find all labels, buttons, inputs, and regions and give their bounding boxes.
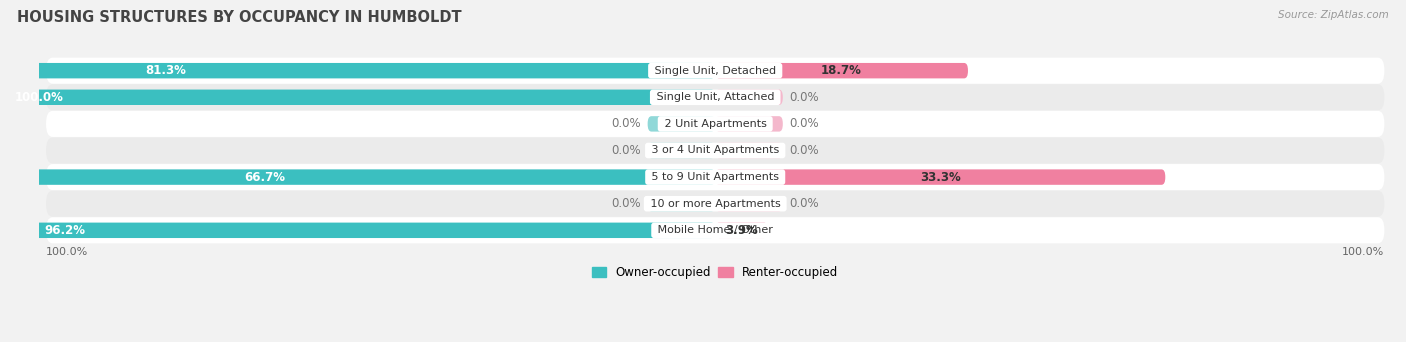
Text: 100.0%: 100.0%	[1341, 247, 1385, 257]
Text: 18.7%: 18.7%	[821, 64, 862, 77]
Text: HOUSING STRUCTURES BY OCCUPANCY IN HUMBOLDT: HOUSING STRUCTURES BY OCCUPANCY IN HUMBO…	[17, 10, 461, 25]
Text: 0.0%: 0.0%	[612, 117, 641, 130]
Text: 10 or more Apartments: 10 or more Apartments	[647, 199, 783, 209]
FancyBboxPatch shape	[716, 143, 783, 158]
FancyBboxPatch shape	[0, 90, 716, 105]
FancyBboxPatch shape	[46, 58, 1385, 84]
FancyBboxPatch shape	[648, 196, 716, 211]
FancyBboxPatch shape	[46, 217, 1385, 244]
Text: 0.0%: 0.0%	[790, 91, 820, 104]
Text: 0.0%: 0.0%	[790, 144, 820, 157]
FancyBboxPatch shape	[716, 116, 783, 132]
Text: Mobile Home / Other: Mobile Home / Other	[654, 225, 776, 235]
FancyBboxPatch shape	[46, 84, 1385, 110]
Legend: Owner-occupied, Renter-occupied: Owner-occupied, Renter-occupied	[588, 261, 844, 284]
FancyBboxPatch shape	[46, 137, 1385, 163]
Text: Single Unit, Attached: Single Unit, Attached	[652, 92, 778, 102]
Text: 0.0%: 0.0%	[790, 197, 820, 210]
Text: 0.0%: 0.0%	[612, 197, 641, 210]
Text: Single Unit, Detached: Single Unit, Detached	[651, 66, 779, 76]
Text: 0.0%: 0.0%	[612, 144, 641, 157]
FancyBboxPatch shape	[648, 143, 716, 158]
Text: 81.3%: 81.3%	[145, 64, 186, 77]
Text: 3 or 4 Unit Apartments: 3 or 4 Unit Apartments	[648, 145, 783, 156]
Text: 0.0%: 0.0%	[790, 117, 820, 130]
Text: 2 Unit Apartments: 2 Unit Apartments	[661, 119, 770, 129]
Text: 66.7%: 66.7%	[245, 171, 285, 184]
FancyBboxPatch shape	[0, 169, 716, 185]
Text: 3.9%: 3.9%	[725, 224, 758, 237]
Text: 96.2%: 96.2%	[45, 224, 86, 237]
FancyBboxPatch shape	[716, 196, 783, 211]
FancyBboxPatch shape	[0, 223, 716, 238]
Text: Source: ZipAtlas.com: Source: ZipAtlas.com	[1278, 10, 1389, 20]
FancyBboxPatch shape	[46, 164, 1385, 190]
FancyBboxPatch shape	[716, 90, 783, 105]
FancyBboxPatch shape	[648, 116, 716, 132]
FancyBboxPatch shape	[716, 169, 1166, 185]
Text: 33.3%: 33.3%	[920, 171, 960, 184]
FancyBboxPatch shape	[716, 63, 967, 78]
FancyBboxPatch shape	[716, 223, 768, 238]
Text: 5 to 9 Unit Apartments: 5 to 9 Unit Apartments	[648, 172, 783, 182]
Text: 100.0%: 100.0%	[46, 247, 89, 257]
FancyBboxPatch shape	[46, 191, 1385, 217]
FancyBboxPatch shape	[46, 111, 1385, 137]
Text: 100.0%: 100.0%	[15, 91, 63, 104]
FancyBboxPatch shape	[0, 63, 716, 78]
